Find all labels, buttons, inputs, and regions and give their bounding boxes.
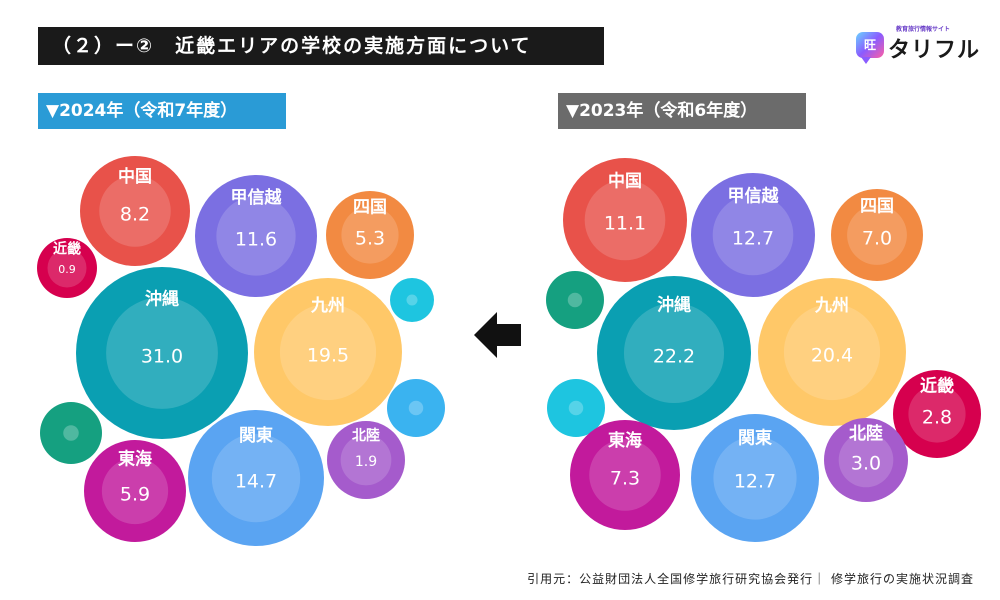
empty-bubble-core-2023-1 (568, 400, 584, 416)
value-label-kyushu-2023: 20.4 (811, 345, 853, 367)
bubble-inner-shikoku-2023 (847, 205, 907, 265)
bubble-inner-shikoku-2024 (341, 206, 399, 264)
bubble-chugoku-2023 (563, 158, 687, 282)
bubble-inner-kinki-2023 (908, 385, 966, 443)
bubble-inner-tokai-2023 (589, 439, 661, 511)
bubble-inner-okinawa-2024 (106, 297, 218, 409)
value-label-kyushu-2024: 19.5 (307, 345, 349, 367)
bubble-inner-tokai-2024 (101, 457, 169, 525)
empty-bubble-core-2023-0 (567, 292, 583, 308)
region-label-koshinetsu-2024: 甲信越 (231, 187, 283, 208)
bubble-shikoku-2023 (831, 189, 923, 281)
bubble-inner-kyushu-2023 (783, 303, 881, 401)
logo-icon: 旺 (856, 32, 884, 64)
empty-bubble-2023-1 (547, 379, 605, 437)
value-label-shikoku-2023: 7.0 (862, 228, 892, 250)
left-arrow-icon (474, 312, 521, 358)
empty-bubble-2024-2 (40, 402, 102, 464)
logo[interactable]: 教育旅行情報サイト 旺 タリフル (856, 24, 979, 68)
bubble-tokai-2023 (570, 420, 680, 530)
region-label-chugoku-2024: 中国 (118, 166, 152, 187)
bubble-inner-chugoku-2024 (99, 175, 171, 247)
bubble-inner-kanto-2024 (211, 433, 301, 523)
value-label-okinawa-2024: 31.0 (141, 346, 183, 368)
region-label-koshinetsu-2023: 甲信越 (728, 186, 780, 207)
value-label-kanto-2023: 12.7 (734, 471, 776, 493)
empty-bubble-core-2024-0 (406, 294, 418, 306)
bubble-kanto-2024 (188, 410, 324, 546)
bubble-okinawa-2023 (597, 276, 751, 430)
bubble-hokuriku-2023 (824, 418, 908, 502)
value-label-kinki-2024: 0.9 (58, 263, 76, 276)
region-label-hokuriku-2024: 北陸 (352, 427, 380, 444)
value-label-shikoku-2024: 5.3 (355, 228, 385, 250)
region-label-chugoku-2023: 中国 (608, 171, 642, 192)
value-label-chugoku-2023: 11.1 (604, 213, 646, 235)
bubble-inner-koshinetsu-2023 (712, 194, 794, 276)
bubble-inner-kanto-2023 (713, 436, 797, 520)
region-label-tokai-2024: 東海 (118, 448, 152, 469)
bubble-inner-kyushu-2024 (279, 303, 377, 401)
value-label-tokai-2023: 7.3 (610, 468, 640, 490)
bubble-kyushu-2023 (758, 278, 906, 426)
value-label-hokuriku-2024: 1.9 (355, 454, 377, 470)
region-label-okinawa-2024: 沖縄 (145, 289, 179, 310)
bubble-inner-chugoku-2023 (584, 179, 666, 261)
region-label-hokuriku-2023: 北陸 (849, 423, 883, 444)
region-label-kinki-2023: 近畿 (920, 376, 954, 397)
empty-bubble-2023-0 (546, 271, 604, 329)
empty-bubble-core-2024-2 (63, 425, 79, 441)
bubble-kanto-2023 (691, 414, 819, 542)
bubble-okinawa-2024 (76, 267, 248, 439)
bubble-koshinetsu-2023 (691, 173, 815, 297)
bubble-tokai-2024 (84, 440, 186, 542)
region-label-kanto-2023: 関東 (738, 427, 772, 448)
bubble-kyushu-2024 (254, 278, 402, 426)
bubble-inner-okinawa-2023 (623, 302, 725, 404)
region-label-kyushu-2023: 九州 (814, 296, 849, 316)
bubble-inner-koshinetsu-2024 (216, 196, 296, 276)
value-label-kanto-2024: 14.7 (235, 471, 277, 493)
year-label-2024: ▼2024年（令和7年度） (38, 93, 286, 129)
value-label-tokai-2024: 5.9 (120, 484, 150, 506)
source-citation: 引用元：公益財団法人全国修学旅行研究協会発行｜ 修学旅行の実施状況調査 (527, 572, 974, 586)
region-label-kanto-2024: 関東 (239, 425, 273, 446)
region-label-tokai-2023: 東海 (608, 430, 642, 451)
value-label-chugoku-2024: 8.2 (120, 204, 150, 226)
bubble-inner-hokuriku-2023 (838, 432, 894, 488)
value-label-koshinetsu-2023: 12.7 (732, 228, 774, 250)
bubble-kinki-2024 (37, 238, 97, 298)
value-label-hokuriku-2023: 3.0 (851, 453, 881, 475)
value-label-koshinetsu-2024: 11.6 (235, 229, 277, 251)
bubble-shikoku-2024 (326, 191, 414, 279)
logo-tagline: 教育旅行情報サイト (896, 26, 951, 33)
empty-bubble-2024-1 (387, 379, 445, 437)
region-label-okinawa-2023: 沖縄 (657, 294, 691, 315)
year-label-2023: ▼2023年（令和6年度） (558, 93, 806, 129)
bubble-koshinetsu-2024 (195, 175, 317, 297)
page-title: （２）ー② 近畿エリアの学校の実施方面について (38, 27, 604, 65)
region-label-shikoku-2024: 四国 (353, 198, 387, 218)
logo-name: タリフル (888, 38, 981, 63)
region-label-shikoku-2023: 四国 (860, 196, 894, 216)
bubble-inner-kinki-2024 (47, 248, 87, 288)
empty-bubble-core-2024-1 (408, 400, 424, 416)
value-label-okinawa-2023: 22.2 (653, 346, 695, 368)
region-label-kinki-2024: 近畿 (53, 240, 81, 257)
bubble-hokuriku-2024 (327, 421, 405, 499)
bubble-chugoku-2024 (80, 156, 190, 266)
region-label-kyushu-2024: 九州 (310, 296, 345, 316)
empty-bubble-2024-0 (390, 278, 434, 322)
bubble-kinki-2023 (893, 370, 981, 458)
value-label-kinki-2023: 2.8 (922, 407, 952, 429)
bubble-inner-hokuriku-2024 (340, 434, 392, 486)
